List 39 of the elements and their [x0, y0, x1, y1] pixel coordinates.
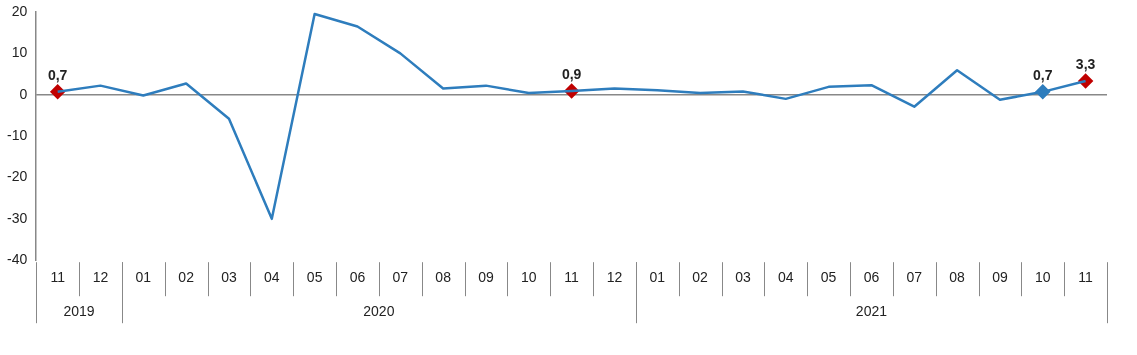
x-tick-label: 07: [392, 269, 409, 286]
x-tick-label: 04: [264, 269, 280, 286]
data-label: 0,7: [47, 66, 68, 83]
y-tick-label: -30: [7, 209, 28, 226]
x-tick-label: 06: [863, 269, 880, 286]
x-tick-label: 02: [692, 269, 709, 286]
y-tick-label: 0: [19, 85, 28, 102]
x-tick-label: 12: [92, 269, 109, 286]
x-tick-label: 01: [135, 269, 152, 286]
text: 2020: [363, 303, 395, 320]
x-tick-label: 09: [478, 269, 494, 286]
data-label: 0,9: [561, 65, 582, 82]
x-tick-label: 05: [306, 269, 323, 286]
x-tick-label: 05: [820, 269, 837, 286]
x-tick-label: 03: [735, 269, 751, 286]
x-tick-label: 09: [992, 269, 1008, 286]
x-tick-label: 04: [777, 269, 794, 286]
x-tick-label: 08: [949, 269, 966, 286]
y-tick-label: 20: [11, 2, 28, 19]
x-tick-label: 10: [1034, 269, 1051, 286]
y-tick-label: -10: [7, 126, 28, 143]
x-tick-label: 11: [1078, 269, 1094, 286]
y-tick-label: 10: [11, 44, 28, 61]
x-tick-label: 03: [221, 269, 237, 286]
x-tick-label: 02: [178, 269, 195, 286]
x-tick-label: 12: [606, 269, 623, 286]
y-tick-label: -40: [7, 251, 28, 268]
data-label: 0,7: [1033, 66, 1053, 83]
x-tick-label: 11: [50, 269, 66, 286]
x-tick-label: 06: [349, 269, 366, 286]
x-tick-label: 01: [649, 269, 666, 286]
data-label: 3,3: [1075, 55, 1096, 72]
x-tick-label: 11: [564, 269, 580, 286]
text: 2021: [855, 303, 888, 320]
text: 2019: [63, 303, 95, 320]
x-tick-label: 08: [435, 269, 452, 286]
x-tick-label: 10: [521, 269, 537, 286]
y-tick-label: -20: [7, 168, 28, 185]
x-tick-label: 07: [906, 269, 923, 286]
